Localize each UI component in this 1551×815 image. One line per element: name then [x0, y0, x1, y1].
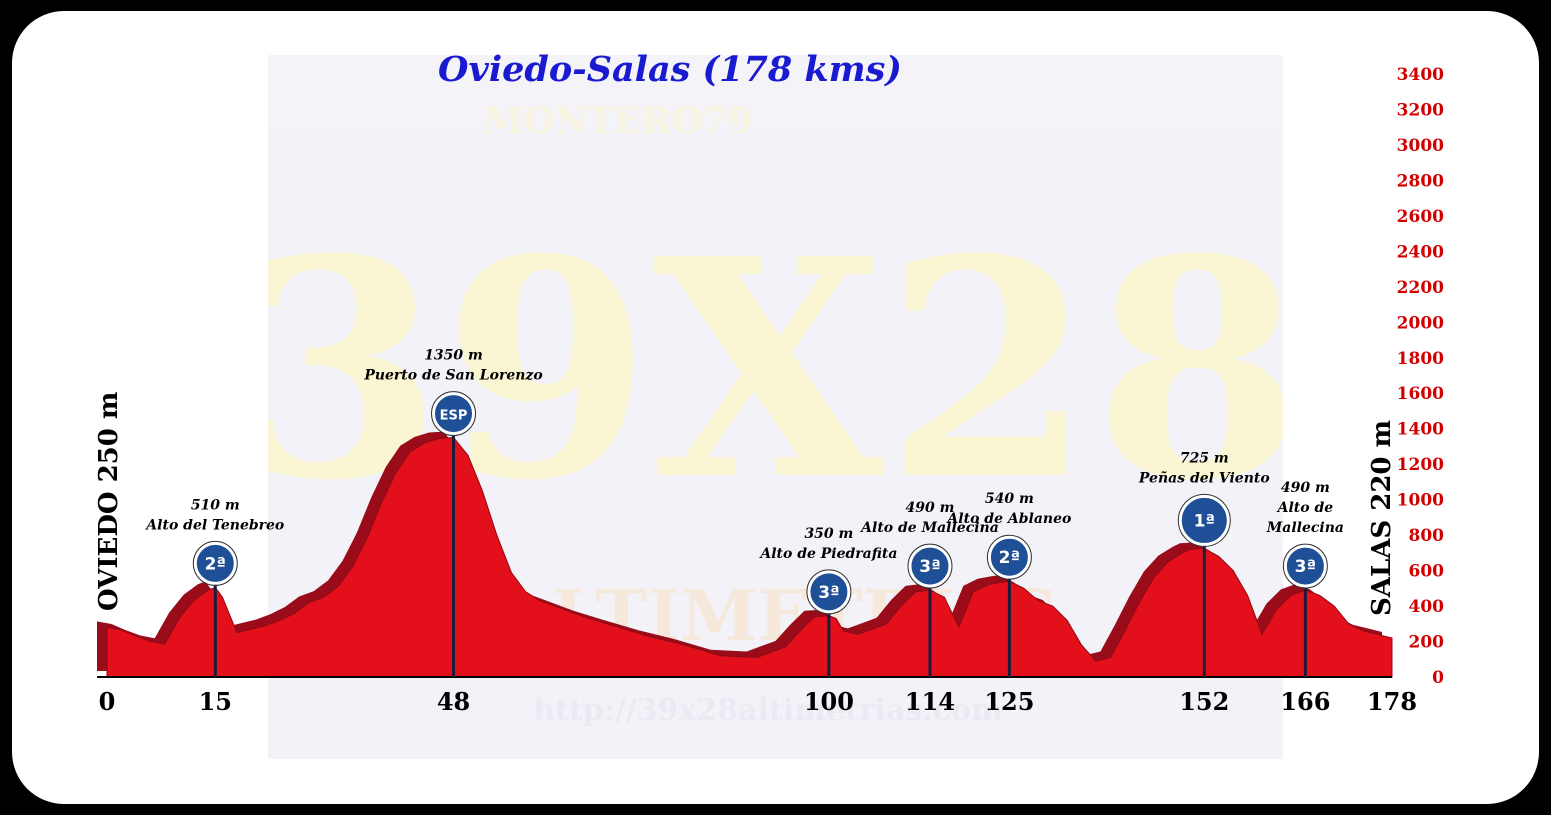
x-tick-label: 178: [1367, 687, 1417, 716]
climb-name-label: Mallecina: [1266, 520, 1344, 536]
y-tick-label: 2200: [1397, 278, 1444, 298]
y-tick-label: 600: [1409, 562, 1445, 582]
elevation-area: [106, 437, 1393, 678]
chart-title: Oviedo-Salas (178 kms): [438, 49, 902, 90]
category-badge-ring: [986, 534, 1032, 580]
start-town-label: OVIEDO 250 m: [94, 391, 124, 611]
category-badge: [807, 570, 851, 614]
category-badge: [432, 392, 476, 436]
x-tick-label: 114: [905, 687, 955, 716]
x-tick-label: 15: [199, 687, 232, 716]
category-label: 1ª: [1194, 511, 1215, 531]
chart-card: MONTERO79 39X28 ALTIMETRIAS http://39x28…: [12, 11, 1539, 804]
climb-name-label: Alto del Tenebreo: [144, 517, 284, 533]
climb-marker: 3ª 490 m Alto de Mallecina: [859, 500, 999, 677]
elevation-profile-group: [97, 431, 1393, 678]
y-tick-label: 3000: [1397, 136, 1444, 156]
x-tick-label: 152: [1179, 687, 1229, 716]
watermark-url: http://39x28altimetrias.com: [533, 693, 1003, 728]
climb-altitude-label: 490 m: [906, 500, 955, 516]
x-tick-label: 48: [437, 687, 470, 716]
climb-name-label: Alto de: [1276, 500, 1334, 516]
y-tick-label: 3200: [1397, 100, 1444, 120]
category-badge-ring: [431, 391, 477, 437]
category-label: 3ª: [919, 557, 940, 577]
category-badge-ring: [1282, 543, 1328, 589]
category-badge: [1178, 494, 1230, 546]
climb-name-label: Alto de Piedrafita: [758, 546, 897, 562]
climb-marker: 3ª 350 m Alto de Piedrafita: [758, 526, 897, 677]
climb-name-label: Alto de Mallecina: [859, 520, 999, 536]
climb-marker: 2ª 510 m Alto del Tenebreo: [144, 497, 284, 677]
category-badge-ring: [1177, 493, 1231, 547]
category-label: 3ª: [818, 583, 839, 603]
x-tick-label: 100: [804, 687, 854, 716]
y-tick-label: 2000: [1397, 313, 1444, 333]
y-tick-label: 1600: [1397, 384, 1444, 404]
x-tick-label: 166: [1280, 687, 1330, 716]
y-tick-label: 1200: [1397, 455, 1444, 475]
climb-altitude-label: 725 m: [1180, 450, 1229, 466]
climb-altitude-label: 490 m: [1281, 480, 1330, 496]
category-label: ESP: [440, 409, 468, 424]
x-tick-label: 125: [984, 687, 1034, 716]
climb-marker: 2ª 540 m Alto de Ablaneo: [945, 491, 1071, 677]
y-tick-label: 0: [1432, 668, 1444, 688]
y-tick-label: 1400: [1397, 420, 1444, 440]
category-label: 2ª: [999, 548, 1020, 568]
y-tick-label: 400: [1409, 597, 1445, 617]
watermark-author: MONTERO79: [483, 100, 753, 142]
category-label: 3ª: [1295, 557, 1316, 577]
x-tick-label: 0: [99, 687, 116, 716]
y-tick-label: 200: [1409, 633, 1445, 653]
category-badge: [908, 544, 952, 588]
climb-name-label: Puerto de San Lorenzo: [363, 368, 542, 384]
y-tick-label: 3400: [1397, 65, 1444, 85]
category-badge-ring: [192, 540, 238, 586]
climb-marker: 3ª 490 m Alto de Mallecina: [1266, 480, 1344, 677]
climb-marker: 1ª 725 m Peñas del Viento: [1138, 450, 1270, 677]
y-tick-label: 1800: [1397, 349, 1444, 369]
y-tick-label: 1000: [1397, 491, 1444, 511]
category-badge-ring: [806, 569, 852, 615]
elevation-chart: 2ª 510 m Alto del Tenebreo ESP 1350 m Puerto …: [97, 65, 1444, 716]
y-axis-ticks: 0 200 400 600 800 1000 1200 1400 1600 1800 2000 220…: [1397, 65, 1444, 688]
climb-altitude-label: 350 m: [804, 526, 853, 542]
y-tick-label: 2400: [1397, 242, 1444, 262]
category-badge-ring: [907, 543, 953, 589]
y-tick-label: 2600: [1397, 207, 1444, 227]
category-badge: [1283, 544, 1327, 588]
y-tick-label: 2800: [1397, 171, 1444, 191]
category-label: 2ª: [205, 554, 226, 574]
climb-altitude-label: 540 m: [985, 491, 1034, 507]
climb-altitude-label: 1350 m: [424, 348, 483, 364]
category-badge: [987, 535, 1031, 579]
climb-altitude-label: 510 m: [191, 497, 240, 513]
climb-markers-group: 2ª 510 m Alto del Tenebreo ESP 1350 m Puerto …: [144, 348, 1344, 677]
climb-marker: ESP 1350 m Puerto de San Lorenzo: [363, 348, 543, 677]
category-badge: [193, 541, 237, 585]
climb-name-label: Alto de Ablaneo: [945, 511, 1071, 527]
finish-town-label: SALAS 220 m: [1367, 419, 1397, 616]
climb-name-label: Peñas del Viento: [1138, 469, 1270, 486]
x-axis-ticks: 0 15 48 100 114 125 152 166 178: [99, 687, 1417, 716]
y-tick-label: 800: [1409, 526, 1445, 546]
